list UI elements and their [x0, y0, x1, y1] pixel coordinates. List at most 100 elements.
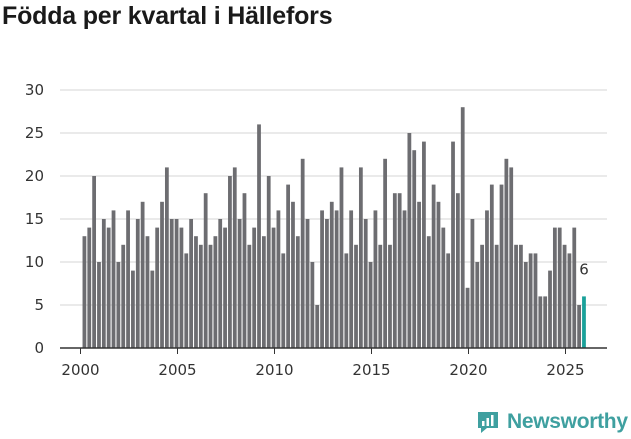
bar: [543, 296, 548, 348]
bar: [557, 227, 562, 348]
bar: [208, 244, 213, 348]
bar: [184, 253, 189, 348]
bar: [504, 158, 509, 348]
bar: [179, 227, 184, 348]
bar: [397, 193, 402, 348]
bar: [320, 210, 324, 348]
x-tick-label: 2000: [61, 361, 99, 379]
bar: [548, 270, 552, 348]
x-tick-label: 2015: [352, 361, 390, 379]
newsworthy-logo-icon: [478, 412, 498, 433]
bar: [252, 227, 257, 348]
latest-value-label: 6: [579, 260, 589, 278]
newsworthy-brand[interactable]: Newsworthy: [475, 407, 628, 437]
bar: [92, 176, 97, 348]
bar: [329, 201, 334, 348]
bar: [480, 244, 485, 348]
bar: [446, 253, 451, 348]
bar: [402, 210, 407, 348]
y-tick-label: 5: [34, 296, 44, 314]
bar: [174, 219, 179, 348]
bar: [475, 262, 480, 348]
y-tick-label: 10: [25, 253, 44, 271]
brand-name: Newsworthy: [507, 410, 628, 433]
bar: [310, 262, 315, 348]
bar: [116, 262, 121, 348]
bar: [388, 244, 392, 348]
bars: [82, 107, 586, 349]
bar: [281, 253, 286, 348]
bar: [242, 193, 247, 348]
bar: [363, 219, 368, 348]
bar: [485, 210, 489, 348]
y-tick-label: 0: [34, 339, 44, 357]
bar: [451, 141, 455, 348]
y-tick-label: 15: [25, 210, 44, 228]
bar: [135, 219, 140, 348]
bar: [523, 262, 528, 348]
bar: [237, 219, 242, 348]
bar: [344, 253, 349, 348]
x-tick-label: 2025: [546, 361, 584, 379]
bar: [509, 167, 514, 348]
x-tick-label: 2010: [255, 361, 293, 379]
bar: [300, 158, 305, 348]
bar: [368, 262, 373, 348]
bar: [247, 244, 252, 348]
bar: [572, 227, 577, 348]
bar: [431, 184, 436, 348]
bar: [562, 244, 567, 348]
bar: [378, 244, 383, 348]
bar: [567, 253, 572, 348]
bar: [218, 219, 223, 348]
chart-title: Födda per kvartal i Hällefors: [2, 2, 333, 30]
bar: [412, 150, 417, 348]
y-tick-label: 30: [25, 81, 44, 99]
bar: [131, 270, 135, 348]
bar: [349, 210, 354, 348]
bar: [87, 227, 92, 348]
bar: [514, 244, 518, 348]
bar: [305, 219, 310, 348]
bar: [552, 227, 557, 348]
bar: [126, 210, 130, 348]
axes: [60, 347, 607, 354]
bar: [533, 253, 538, 348]
bar: [407, 133, 412, 348]
bar: [315, 305, 320, 348]
bar: [169, 219, 174, 348]
y-tick-label: 25: [25, 124, 44, 142]
bar: [334, 210, 339, 348]
bar: [383, 158, 388, 348]
bar: [276, 210, 281, 348]
bar: [325, 219, 329, 348]
bar: [528, 253, 533, 348]
bar-latest: [582, 296, 586, 348]
bar: [538, 296, 543, 348]
bar: [373, 210, 378, 348]
bar: [82, 236, 87, 348]
bar: [354, 244, 358, 348]
bar: [339, 167, 344, 348]
bar: [266, 176, 271, 348]
bar: [499, 184, 504, 348]
bar: [291, 201, 295, 348]
bar: [150, 270, 155, 348]
bar: [519, 244, 523, 348]
bar: [392, 193, 397, 348]
bar: [271, 227, 276, 348]
bar: [155, 227, 160, 348]
bar: [111, 210, 116, 348]
bar: [261, 236, 266, 348]
bar: [460, 107, 465, 348]
bar: [455, 193, 460, 348]
bar: [465, 287, 470, 348]
bar: [286, 184, 291, 348]
bar: [489, 184, 494, 348]
bar: [160, 201, 164, 348]
bar: [295, 236, 300, 348]
bar: [228, 176, 232, 348]
bar: [223, 227, 227, 348]
